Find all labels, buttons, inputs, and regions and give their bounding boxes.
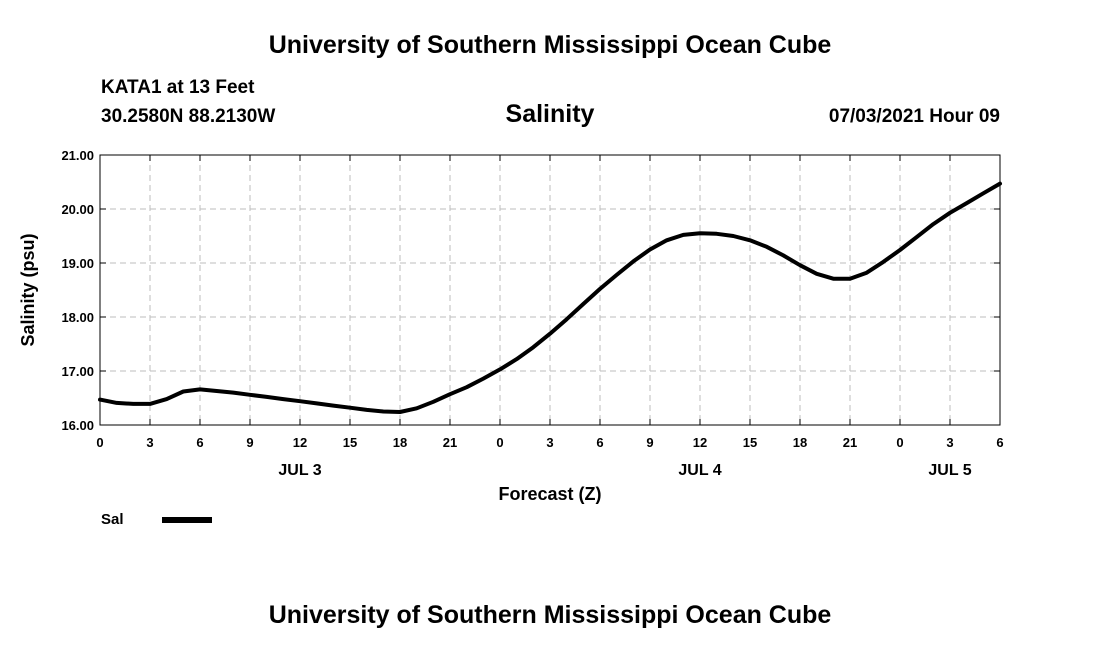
x-tick-label: 6 — [596, 435, 603, 450]
x-day-label: JUL 4 — [678, 462, 721, 479]
x-tick-label: 9 — [646, 435, 653, 450]
x-tick-label: 9 — [246, 435, 253, 450]
x-axis-label: Forecast (Z) — [498, 484, 601, 504]
y-tick-label: 19.00 — [61, 256, 94, 271]
y-tick-label: 18.00 — [61, 310, 94, 325]
x-tick-label: 0 — [96, 435, 103, 450]
series-line-sal — [98, 181, 1002, 414]
x-tick-label: 15 — [343, 435, 357, 450]
footer-title: University of Southern Mississippi Ocean… — [268, 601, 832, 629]
x-tick-label: 21 — [443, 435, 457, 450]
legend-line-swatch — [162, 517, 212, 523]
chart-grid — [100, 155, 1000, 425]
x-tick-label: 3 — [546, 435, 553, 450]
forecast-datetime: 07/03/2021 Hour 09 — [828, 106, 1000, 127]
x-tick-label: 21 — [843, 435, 857, 450]
y-tick-label: 16.00 — [61, 418, 94, 433]
station-label: KATA1 at 13 Feet — [101, 77, 255, 98]
x-tick-label: 12 — [293, 435, 307, 450]
page-title: University of Southern Mississippi Ocean… — [268, 31, 832, 59]
legend-label: Sal — [101, 511, 124, 528]
x-tick-label: 18 — [793, 435, 807, 450]
x-tick-label: 12 — [693, 435, 707, 450]
x-tick-label: 18 — [393, 435, 407, 450]
y-tick-label: 20.00 — [61, 202, 94, 217]
x-tick-label: 0 — [896, 435, 903, 450]
x-tick-label: 6 — [996, 435, 1003, 450]
y-tick-label: 21.00 — [61, 148, 94, 163]
axis-ticks: 16.00 17.00 18.00 19.00 20.00 21.00 0 3 6 9 12 15 18… — [61, 148, 1003, 479]
y-axis-label: Salinity (psu) — [18, 233, 38, 346]
x-tick-label: 3 — [146, 435, 153, 450]
x-tick-label: 6 — [196, 435, 203, 450]
x-day-label: JUL 5 — [928, 462, 971, 479]
x-tick-label: 0 — [496, 435, 503, 450]
x-tick-label: 15 — [743, 435, 757, 450]
chart-title: Salinity — [505, 100, 595, 128]
series-layer — [98, 181, 1002, 414]
x-day-label: JUL 3 — [278, 462, 321, 479]
x-tick-label: 3 — [946, 435, 953, 450]
y-tick-label: 17.00 — [61, 364, 94, 379]
station-coordinates: 30.2580N 88.2130W — [101, 106, 276, 127]
